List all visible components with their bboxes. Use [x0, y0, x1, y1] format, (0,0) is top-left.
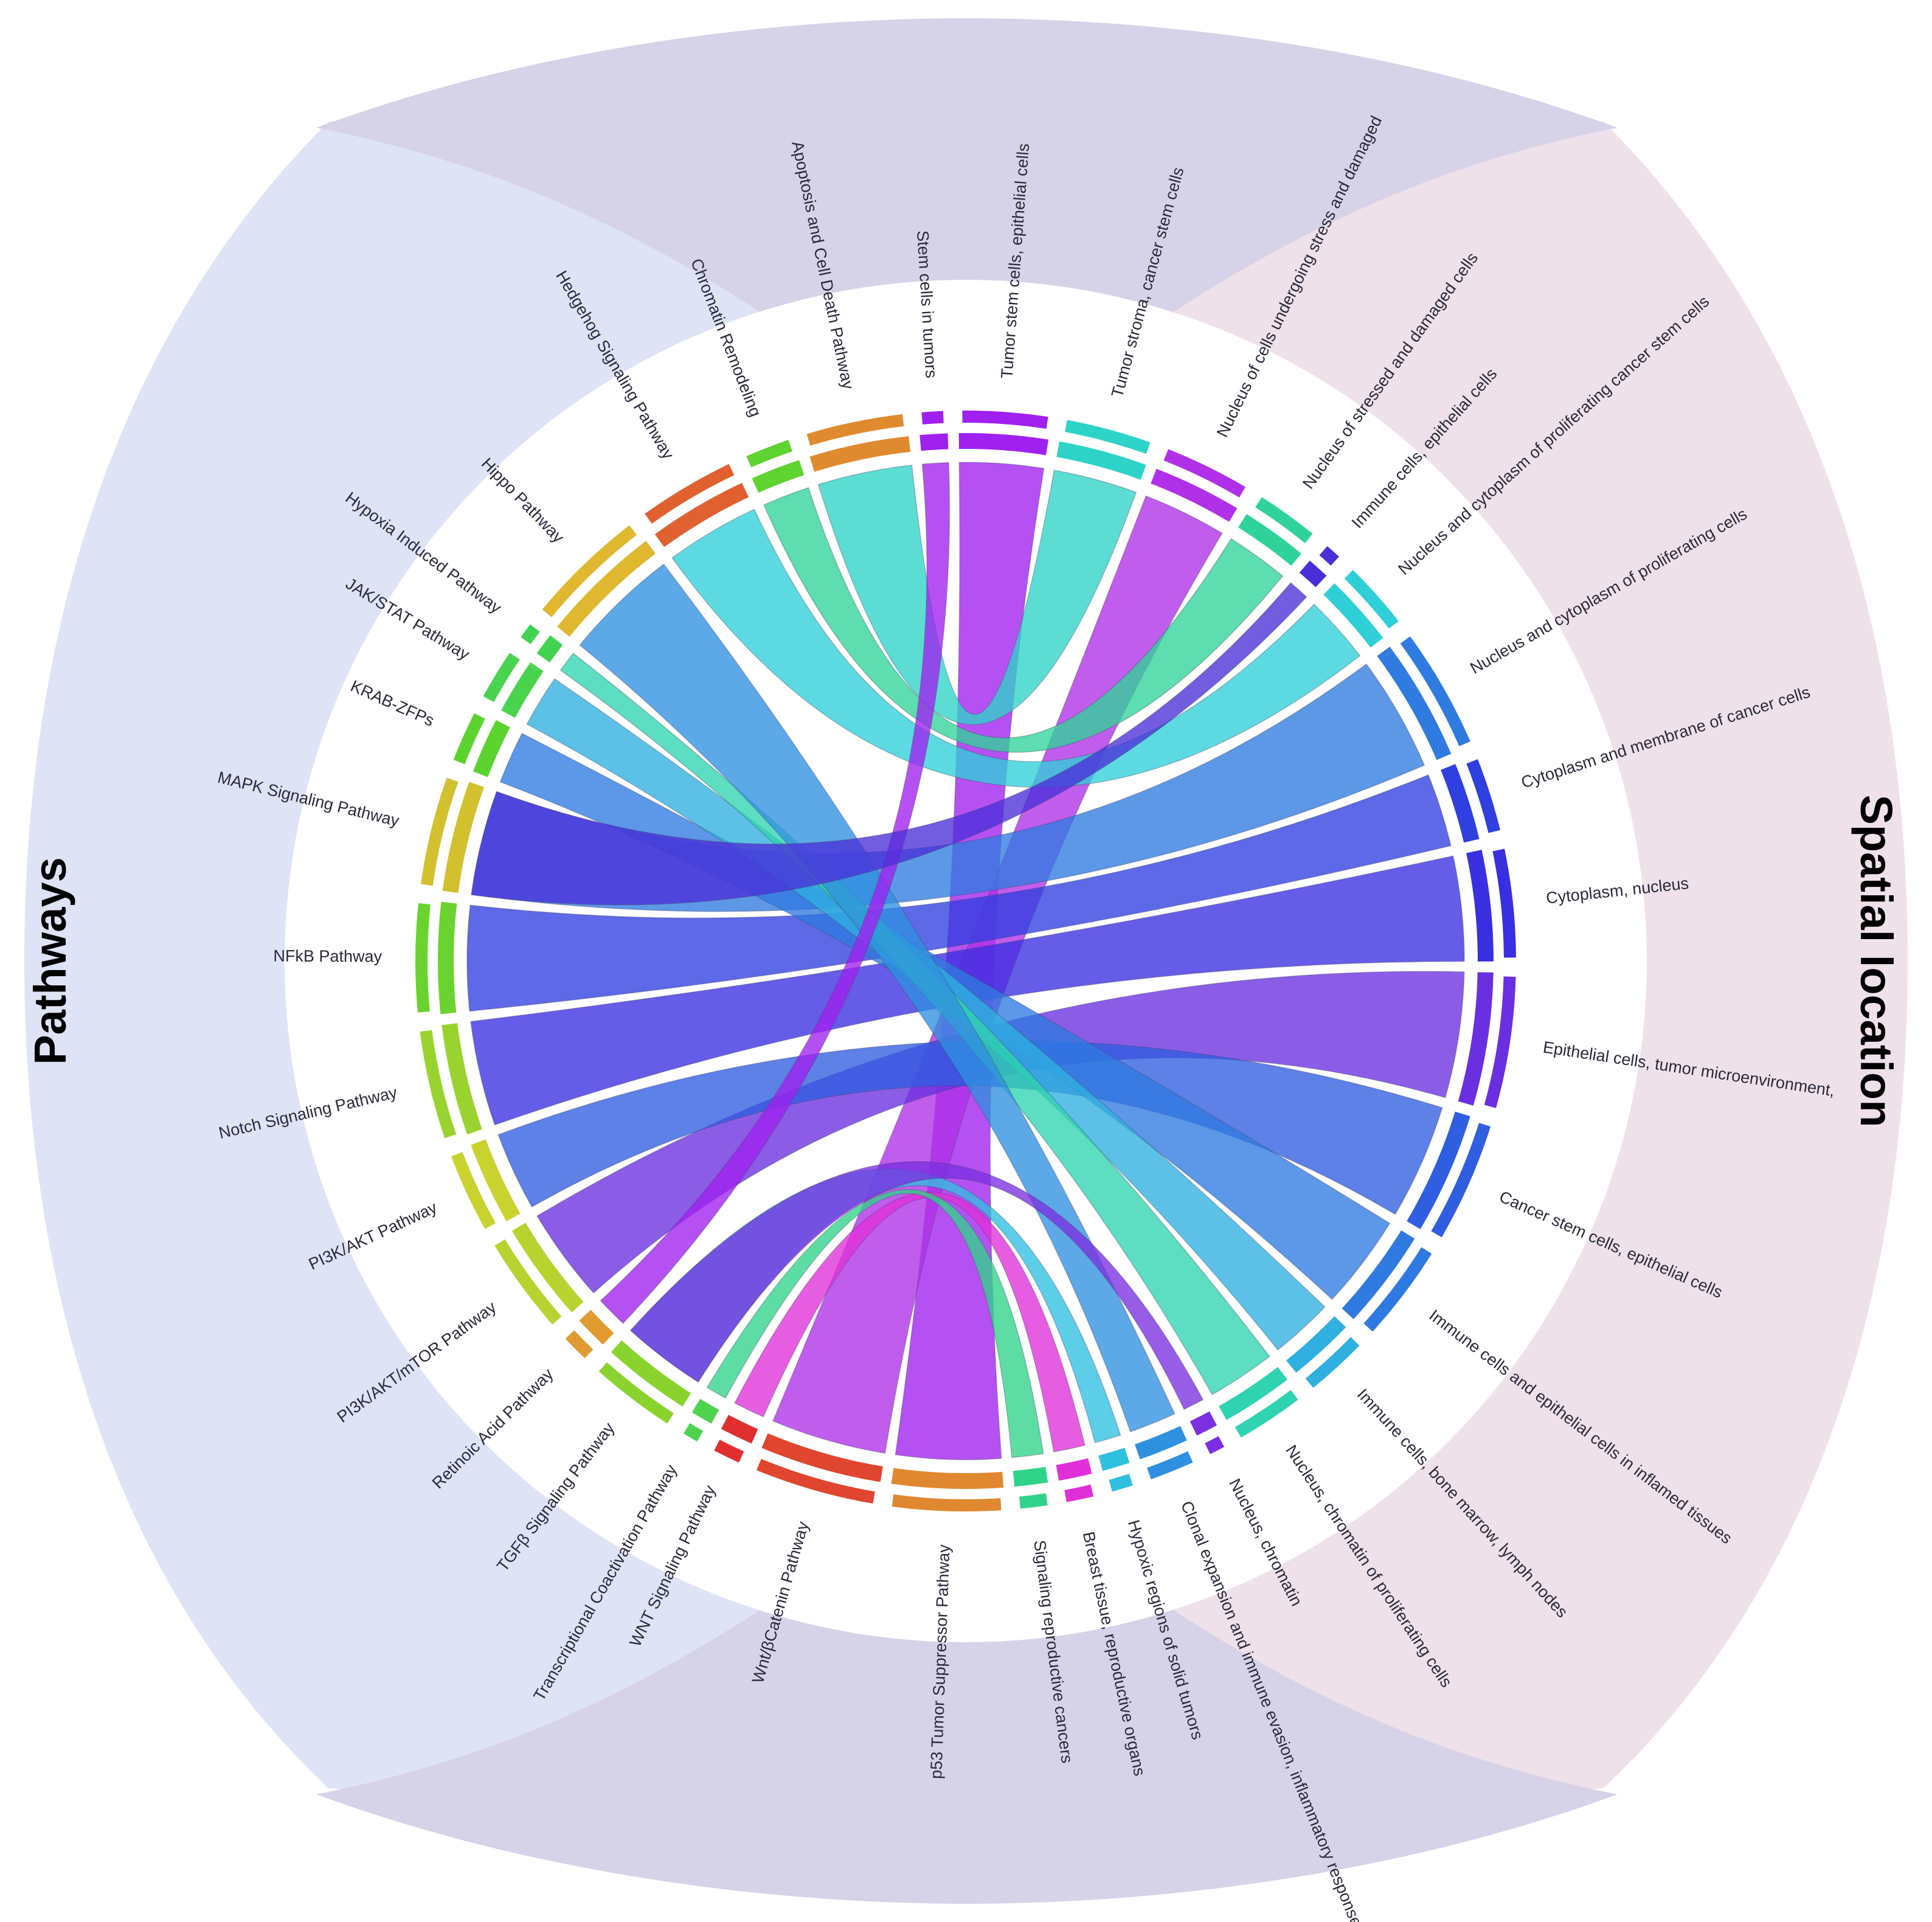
segment-outer-arc [1147, 1451, 1193, 1480]
segment-outer-arc [542, 525, 637, 617]
pathways-title: Pathways [25, 857, 75, 1064]
chord-ribbon [763, 487, 1284, 753]
segment-inner-track [557, 541, 656, 637]
chord-ribbon [466, 774, 1452, 1012]
segment-outer-arc [1319, 546, 1340, 566]
segment-inner-track [501, 662, 544, 718]
segment-inner-track [438, 901, 457, 1015]
segment-outer-arc [415, 903, 431, 1013]
segment-outer-arc [453, 713, 485, 765]
segment-inner-track [1189, 1411, 1217, 1436]
segment-outer-arc [1065, 420, 1151, 454]
segment-inner-track [721, 1415, 758, 1444]
segment-inner-track [1098, 1448, 1130, 1471]
segment-outer-arc [483, 653, 520, 703]
segment-tracks-layer [415, 411, 1516, 1511]
segment-outer-arc [1255, 497, 1313, 544]
segment-outer-arc [1234, 1390, 1298, 1438]
segment-inner-track [511, 1223, 584, 1313]
segment-inner-track [471, 1139, 521, 1221]
segment-inner-track [1323, 583, 1383, 648]
segment-outer-arc [1400, 636, 1470, 746]
segment-outer-arc [806, 414, 904, 446]
segment-outer-arc [451, 1152, 496, 1229]
segment-outer-arc [1109, 1474, 1133, 1492]
segment-outer-arc [684, 1423, 704, 1442]
segment-outer-arc [1492, 848, 1516, 958]
segment-outer-arc [1305, 1337, 1360, 1388]
chord-ribbon [471, 582, 1307, 906]
segment-inner-track [579, 1310, 614, 1345]
segment-inner-track [1056, 1458, 1092, 1481]
segment-outer-arc [1205, 1436, 1225, 1454]
chord-ribbon [600, 462, 950, 1324]
segment-inner-track [441, 1023, 482, 1135]
segment-inner-track [891, 1468, 1004, 1489]
segment-label: NFkB Pathway [273, 947, 382, 966]
segment-inner-track [611, 1340, 691, 1407]
segment-inner-track [1466, 850, 1494, 962]
segment-inner-track [1286, 1316, 1346, 1373]
chord-ribbon [706, 1189, 1044, 1459]
segment-inner-track [1238, 514, 1301, 566]
segment-outer-arc [1363, 1247, 1432, 1332]
segment-outer-arc [494, 1239, 562, 1325]
segment-inner-track [654, 482, 749, 547]
segment-outer-arc [892, 1494, 1002, 1511]
segment-inner-track [919, 433, 949, 451]
segment-outer-arc [962, 411, 1048, 429]
segment-outer-arc [420, 777, 459, 886]
segment-inner-track [1219, 1367, 1288, 1420]
segment-inner-track [1299, 560, 1327, 588]
segment-outer-arc [598, 1362, 674, 1424]
segment-outer-arc [1484, 976, 1516, 1108]
chord-ribbon [734, 1192, 1085, 1452]
segment-outer-arc [521, 624, 540, 645]
chord-ribbon [630, 1161, 1204, 1410]
segment-outer-arc [746, 440, 792, 468]
segment-inner-track [691, 1398, 719, 1424]
segment-outer-arc [1064, 1484, 1094, 1502]
segment-inner-track [752, 460, 805, 493]
chord-ribbon [559, 653, 1270, 1395]
segment-outer-arc [645, 464, 735, 524]
segment-inner-track [1151, 468, 1238, 522]
segment-inner-track [1342, 1230, 1415, 1319]
segment-inner-track [1441, 764, 1480, 843]
ribbons-layer [466, 462, 1465, 1460]
segment-inner-track [1013, 1466, 1048, 1487]
chord-ribbon [536, 971, 1465, 1294]
chord-ribbon [671, 508, 1361, 788]
segment-outer-arc [1344, 569, 1399, 629]
segment-outer-arc [420, 1030, 457, 1139]
segment-outer-arc [757, 1459, 875, 1504]
segment-inner-track [536, 635, 563, 663]
segment-outer-arc [565, 1330, 594, 1359]
segment-inner-track [1377, 647, 1452, 760]
segment-outer-arc [921, 411, 944, 425]
segment-inner-track [761, 1433, 883, 1482]
segment-inner-track [1458, 972, 1494, 1106]
overlap-region-top [316, 18, 1618, 462]
chord-ribbon [526, 678, 1326, 1351]
segment-outer-arc [714, 1440, 744, 1463]
segment-inner-track [809, 436, 911, 472]
segment-inner-track [442, 782, 485, 893]
segment-inner-track [473, 720, 510, 777]
spatial-location-title: Spatial location [1851, 795, 1902, 1128]
segment-inner-track [1056, 441, 1146, 480]
segment-inner-track [1135, 1426, 1187, 1460]
segment-outer-arc [1019, 1493, 1048, 1509]
segment-inner-track [1407, 1111, 1470, 1229]
segment-outer-arc [1431, 1123, 1491, 1238]
segment-inner-track [958, 433, 1049, 456]
segment-outer-arc [1163, 449, 1246, 498]
segment-outer-arc [1466, 759, 1501, 833]
overlap-region-bottom [316, 1460, 1618, 1904]
chord-ribbon [817, 464, 1137, 726]
